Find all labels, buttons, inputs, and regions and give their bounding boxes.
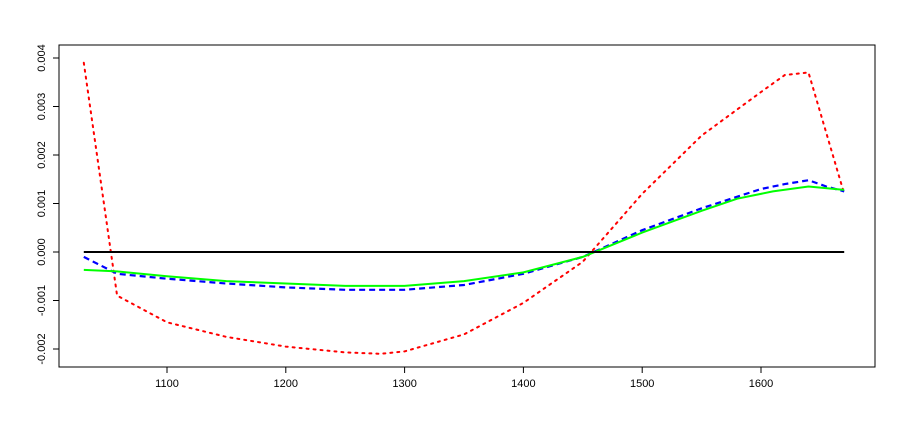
y-tick-label: 0.004 — [36, 44, 48, 72]
series-line-3 — [83, 185, 845, 287]
series-layer — [82, 61, 846, 355]
y-tick-label: 0.003 — [36, 93, 48, 121]
x-axis: 1100 1200 1300 1400 1500 1600 — [155, 367, 773, 390]
y-tick-label: 0.001 — [36, 190, 48, 218]
series-line-1 — [82, 61, 846, 355]
y-tick-label: 0.002 — [36, 141, 48, 169]
x-tick-label: 1300 — [392, 378, 416, 390]
y-tick-label: -0.002 — [36, 333, 48, 364]
y-axis: -0.002 -0.001 0.000 0.001 0.002 0.003 0.004 — [36, 44, 59, 365]
x-tick-label: 1600 — [749, 378, 773, 390]
series-line-2 — [83, 179, 845, 291]
x-tick-label: 1400 — [511, 378, 535, 390]
x-tick-label: 1100 — [155, 378, 179, 390]
x-tick-label: 1200 — [274, 378, 298, 390]
y-tick-label: -0.001 — [36, 285, 48, 316]
x-tick-label: 1500 — [630, 378, 654, 390]
plot-frame — [58, 44, 876, 368]
y-tick-label: 0.000 — [36, 238, 48, 266]
